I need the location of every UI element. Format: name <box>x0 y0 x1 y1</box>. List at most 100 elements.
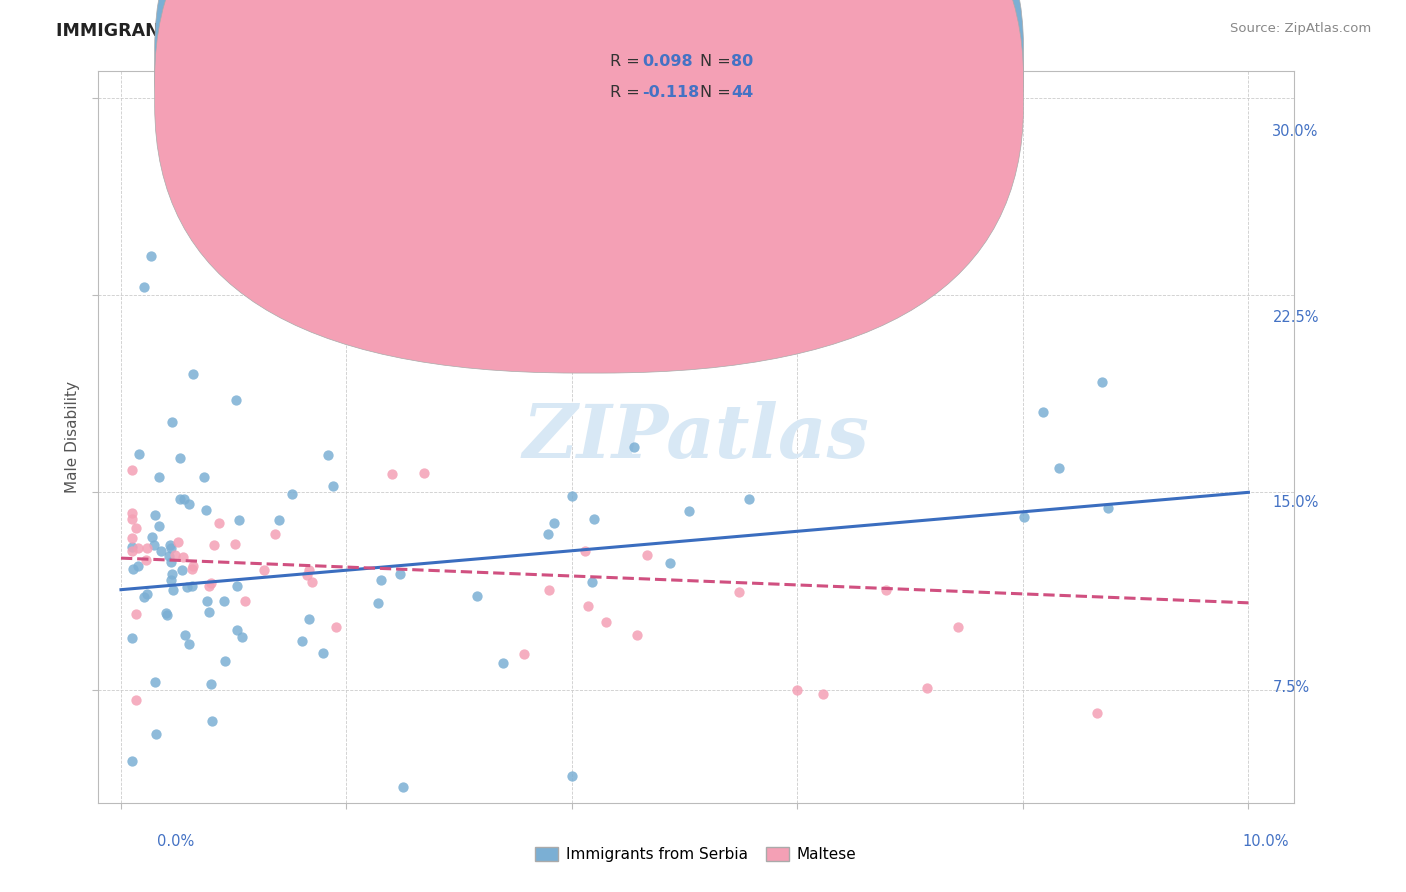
Point <box>200 575 222 590</box>
Point <box>181 579 204 593</box>
Point <box>121 511 143 525</box>
Point <box>167 534 190 549</box>
Point <box>145 508 167 522</box>
Point <box>193 469 215 483</box>
Point <box>121 506 143 520</box>
Point <box>1047 460 1070 475</box>
Point <box>160 566 183 581</box>
Point <box>225 623 247 637</box>
Point <box>915 681 938 695</box>
Point <box>228 513 250 527</box>
Point <box>370 573 392 587</box>
Point <box>201 714 224 729</box>
Point <box>626 628 648 642</box>
Point <box>121 463 143 477</box>
Point <box>280 487 302 501</box>
Point <box>214 654 236 668</box>
Point <box>143 674 166 689</box>
Point <box>295 567 318 582</box>
Point <box>162 583 184 598</box>
Point <box>160 541 183 555</box>
Y-axis label: Male Disability: Male Disability <box>65 381 80 493</box>
Point <box>141 530 163 544</box>
Point <box>316 448 339 462</box>
Point <box>298 563 321 577</box>
Point <box>127 558 149 573</box>
Text: ZIPatlas: ZIPatlas <box>523 401 869 474</box>
Point <box>127 541 149 556</box>
Point <box>179 497 201 511</box>
Point <box>155 606 177 620</box>
Point <box>121 540 143 554</box>
Point <box>174 628 197 642</box>
Point <box>595 615 617 629</box>
Point <box>574 544 596 558</box>
Point <box>226 579 249 593</box>
Point <box>561 770 583 784</box>
Point <box>537 582 560 597</box>
Point <box>176 580 198 594</box>
Point <box>124 607 146 621</box>
Point <box>148 519 170 533</box>
Point <box>1091 375 1114 389</box>
Point <box>173 492 195 507</box>
Point <box>252 563 274 577</box>
Point <box>576 599 599 613</box>
Point <box>181 558 204 573</box>
Point <box>218 183 240 197</box>
Point <box>224 537 246 551</box>
Point <box>198 579 221 593</box>
Point <box>388 567 411 582</box>
Point <box>169 491 191 506</box>
Point <box>148 470 170 484</box>
Point <box>159 573 181 587</box>
Point <box>141 248 163 262</box>
Point <box>301 575 323 590</box>
Point <box>159 538 181 552</box>
Point <box>212 593 235 607</box>
Point <box>561 489 583 503</box>
Point <box>312 646 335 660</box>
Point <box>172 562 194 576</box>
Text: 80: 80 <box>731 54 754 70</box>
Point <box>1085 706 1108 720</box>
Point <box>162 415 184 429</box>
Point <box>225 393 247 408</box>
Text: 0.098: 0.098 <box>643 54 693 70</box>
Point <box>135 553 157 567</box>
Point <box>413 466 436 480</box>
Point <box>1097 501 1119 516</box>
Point <box>322 479 344 493</box>
Text: 44: 44 <box>731 85 754 100</box>
Point <box>786 682 808 697</box>
Point <box>537 527 560 541</box>
Point <box>195 503 218 517</box>
Point <box>179 637 201 651</box>
Text: 22.5%: 22.5% <box>1272 310 1319 325</box>
Point <box>208 516 231 530</box>
Point <box>728 585 751 599</box>
Text: -0.118: -0.118 <box>643 85 700 100</box>
Text: 30.0%: 30.0% <box>1272 124 1319 139</box>
Point <box>121 632 143 646</box>
Point <box>543 516 565 530</box>
Point <box>1032 405 1054 419</box>
Text: 7.5%: 7.5% <box>1272 680 1309 695</box>
Point <box>121 543 143 558</box>
Point <box>264 526 287 541</box>
Text: 10.0%: 10.0% <box>1241 834 1289 849</box>
Point <box>195 594 218 608</box>
Text: R =: R = <box>610 85 645 100</box>
Point <box>125 521 148 535</box>
Text: N =: N = <box>700 85 737 100</box>
Point <box>163 548 186 562</box>
Point <box>128 447 150 461</box>
Point <box>492 656 515 670</box>
Point <box>583 512 606 526</box>
Point <box>121 531 143 545</box>
Text: IMMIGRANTS FROM SERBIA VS MALTESE MALE DISABILITY CORRELATION CHART: IMMIGRANTS FROM SERBIA VS MALTESE MALE D… <box>56 22 839 40</box>
Point <box>200 676 222 690</box>
Point <box>157 549 180 564</box>
Text: R =: R = <box>610 54 645 70</box>
Point <box>172 550 194 565</box>
